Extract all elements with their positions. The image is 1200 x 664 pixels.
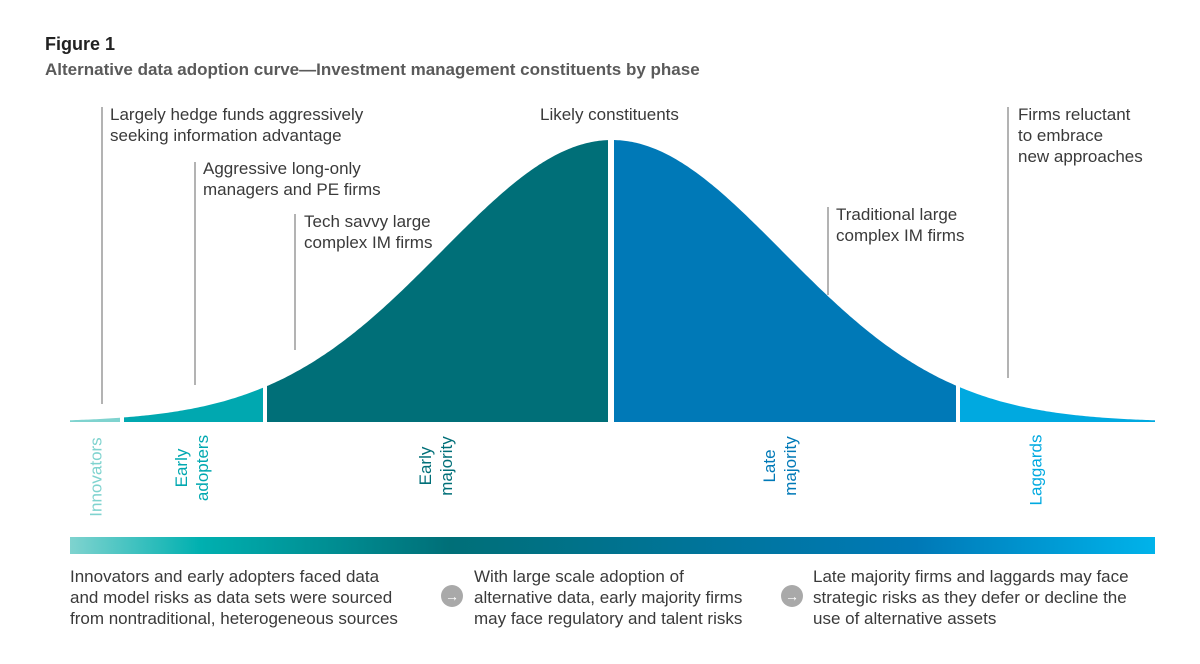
phase-label-innovators: Innovators: [86, 437, 106, 517]
risk-gradient-bar: [70, 537, 1155, 554]
segment-late-majority: [614, 140, 956, 422]
segment-early-majority: [267, 140, 608, 422]
callout-laggards: Firms reluctant to embrace new approaches: [1018, 105, 1143, 166]
arrow-right-icon: →: [441, 585, 463, 607]
arrow-right-icon: →: [781, 585, 803, 607]
phase-label-early-majority: Early majority: [416, 436, 456, 496]
callout-early-adopters: Aggressive long-only managers and PE firm…: [203, 159, 381, 199]
phase-label-early-adopters: Early adopters: [172, 434, 212, 502]
phase-label-laggards: Laggards: [1026, 434, 1046, 506]
figure-title: Alternative data adoption curve—Investme…: [45, 60, 700, 79]
callout-innovators: Largely hedge funds aggressively seeking …: [110, 105, 364, 145]
risk-note-early-majority: With large scale adoption of alternative …: [474, 567, 743, 628]
segment-early-adopters: [124, 387, 263, 422]
figure-label: Figure 1: [45, 34, 116, 54]
callout-early-majority: Tech savvy large complex IM firms: [304, 212, 433, 252]
segment-laggards: [960, 387, 1155, 422]
center-label: Likely constituents: [540, 105, 679, 124]
risk-note-late-majority-laggards: Late majority firms and laggards may fac…: [813, 567, 1129, 628]
segment-innovators: [70, 417, 120, 422]
phase-label-late-majority: Late majority: [760, 436, 800, 496]
callout-late-majority: Traditional large complex IM firms: [836, 205, 965, 245]
risk-note-innovators-early-adopters: Innovators and early adopters faced data…: [70, 567, 398, 628]
